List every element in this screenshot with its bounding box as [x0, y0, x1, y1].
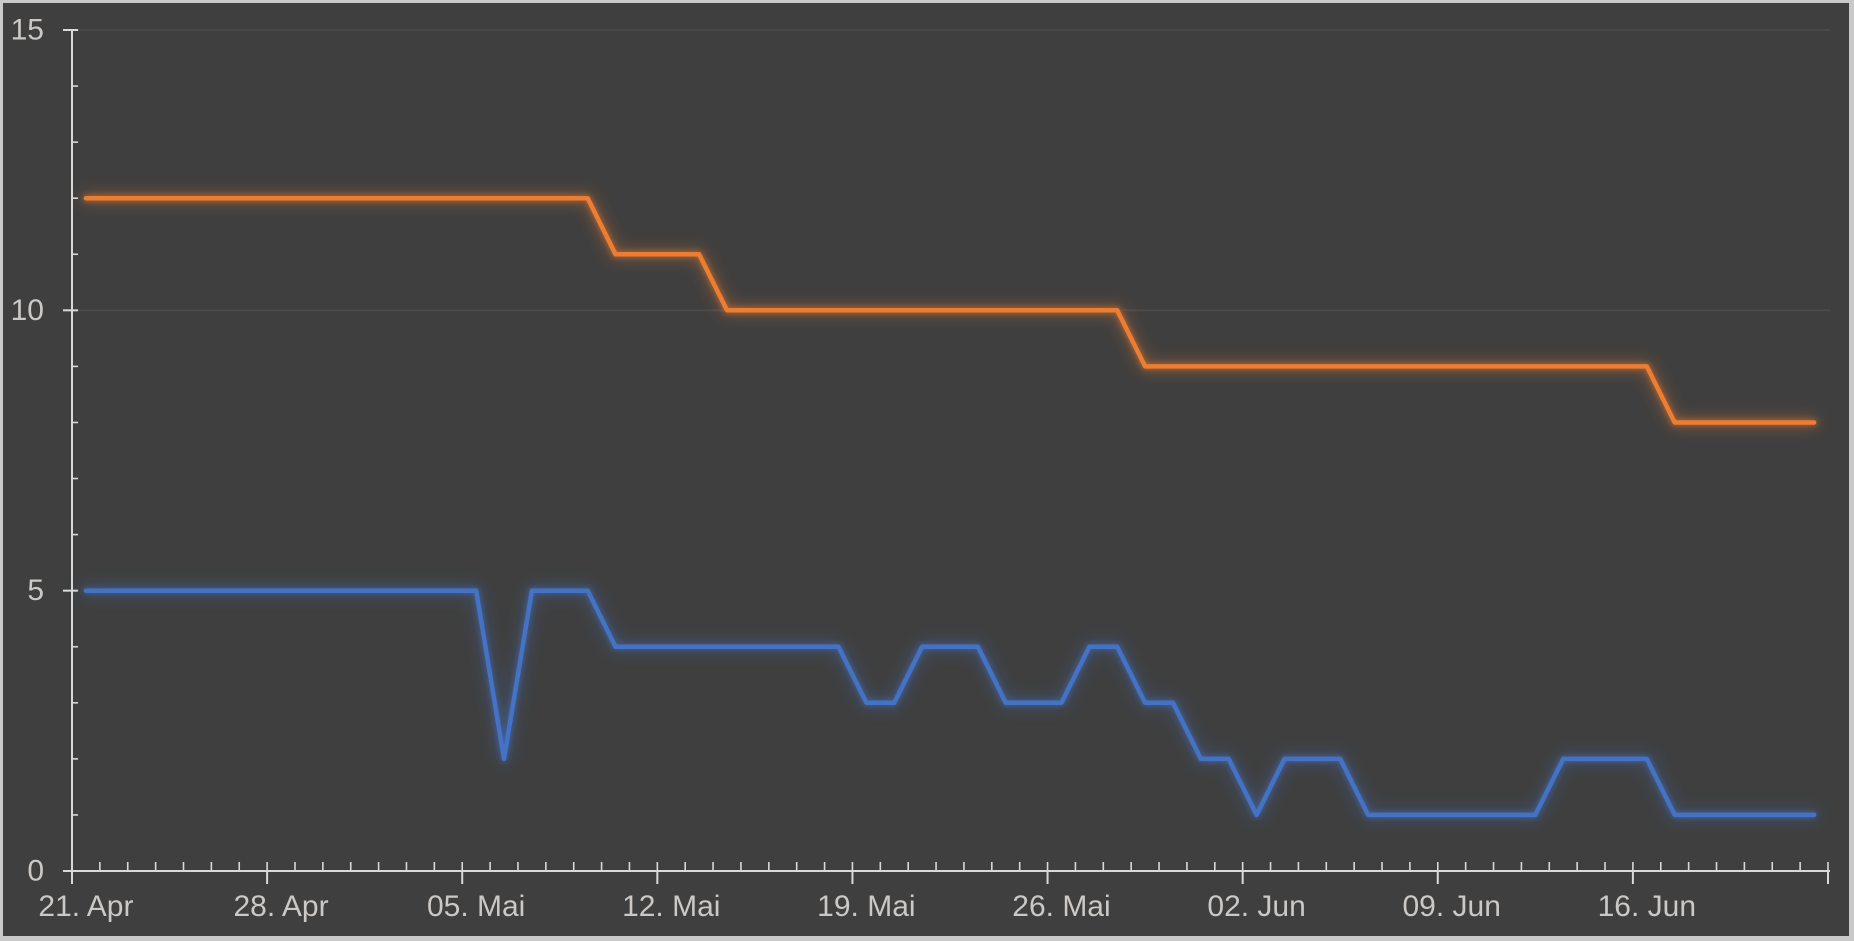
- blue-series-glow-inner: [82, 587, 1818, 818]
- y-axis-label-5: 5: [27, 574, 44, 607]
- x-axis-labels: 21. Apr 28. Apr 05. Mai 12. Mai 19. Mai 26. M…: [38, 890, 1696, 923]
- x-axis: [63, 862, 1830, 884]
- chart-svg: 0 5 10 15 21. Apr 28. Apr 05. Mai 12. Mai 19. M…: [11, 14, 1830, 923]
- x-axis-label-1: 21. Apr: [38, 890, 133, 923]
- gridlines: [78, 29, 1830, 312]
- x-axis-label-8: 09. Jun: [1403, 890, 1501, 923]
- y-axis-labels: 0 5 10 15: [11, 14, 44, 888]
- x-axis-label-3: 05. Mai: [427, 890, 525, 923]
- x-axis-label-4: 12. Mai: [622, 890, 720, 923]
- x-axis-label-7: 02. Jun: [1207, 890, 1305, 923]
- orange-series-line: [83, 195, 1817, 425]
- x-axis-label-5: 19. Mai: [817, 890, 915, 923]
- x-axis-label-2: 28. Apr: [234, 890, 329, 923]
- y-axis-label-0: 0: [27, 855, 44, 888]
- x-axis-label-6: 26. Mai: [1012, 890, 1110, 923]
- y-axis-label-10: 10: [11, 294, 44, 327]
- series-lines: [81, 193, 1819, 820]
- blue-series-line: [83, 588, 1817, 818]
- y-axis: [63, 29, 78, 883]
- x-axis-label-9: 16. Jun: [1598, 890, 1696, 923]
- y-axis-label-15: 15: [11, 14, 44, 47]
